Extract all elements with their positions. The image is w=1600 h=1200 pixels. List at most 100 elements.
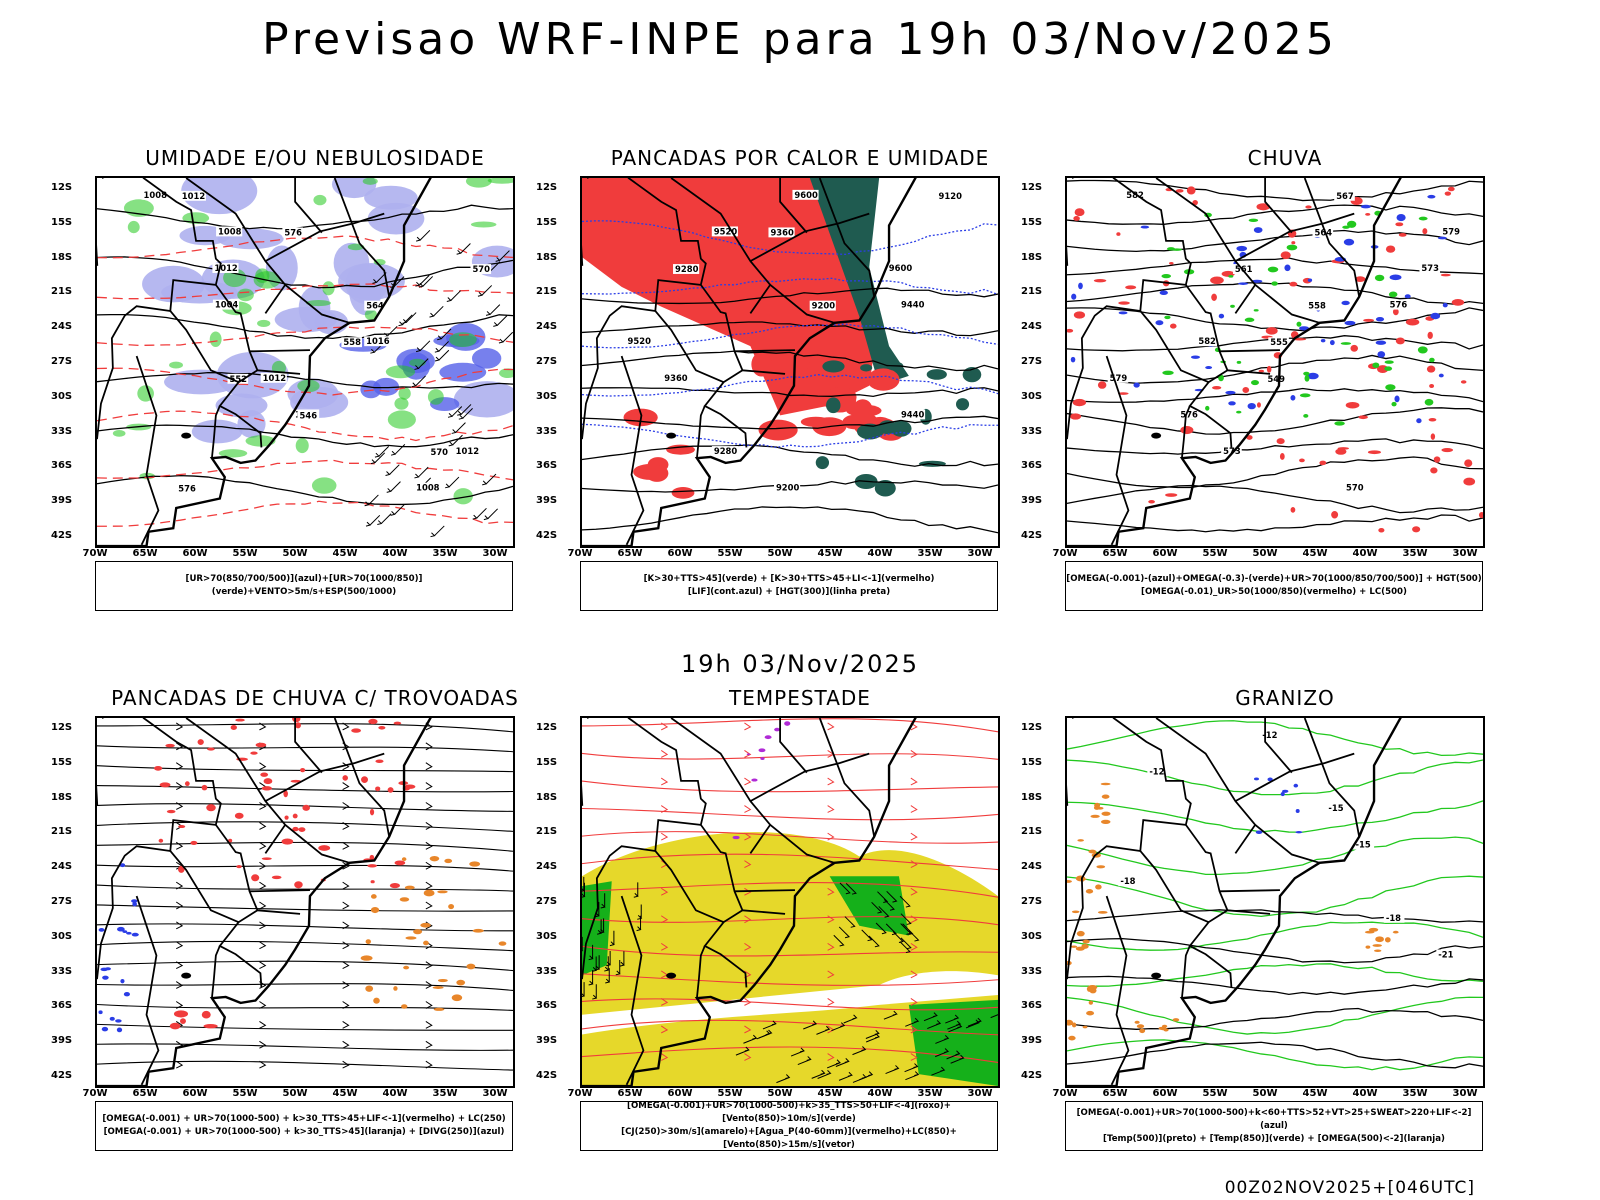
wind-vector — [904, 1063, 919, 1073]
contour-label-bg — [227, 373, 249, 384]
instability-area-teal-ocean-cell — [826, 397, 841, 414]
hgt300-contours-line — [582, 444, 998, 467]
wind-vector — [838, 926, 851, 939]
lif-contours-line — [582, 323, 998, 349]
flow-arrow — [425, 841, 433, 850]
lon-tick-label: 30W — [482, 548, 508, 559]
wind-vector — [878, 906, 890, 918]
lon-tick-label: 50W — [767, 1088, 793, 1099]
wind-vector — [965, 1019, 980, 1029]
precip-red-cell — [1350, 344, 1359, 352]
divg-blue-cell — [117, 926, 125, 932]
contour-label: 570 — [472, 264, 490, 274]
precip-red-cell — [1460, 380, 1467, 384]
moisture-area-low-cell — [364, 309, 377, 321]
omega-orange-south-cell — [1136, 1024, 1145, 1029]
omega-orange-ocean-cell — [1368, 927, 1379, 932]
omega-orange-south-cell — [1163, 1028, 1169, 1032]
flow-arrow — [827, 942, 835, 951]
border-line — [1181, 405, 1191, 459]
precip-green-cell — [1424, 398, 1434, 406]
wind-vector — [990, 1014, 998, 1019]
contour-label-bg — [1107, 372, 1129, 383]
lon-tick-label: 60W — [182, 548, 208, 559]
lat-tick-label: 42S — [1021, 1070, 1043, 1081]
omega-orange-ocean-cell — [1372, 944, 1382, 947]
wind850-vectors-south — [735, 1010, 998, 1084]
contour-label-bg — [1387, 299, 1409, 310]
panel-trovoadas: PANCADAS DE CHUVA C/ TROVOADAS 12S 15S 18S 2… — [51, 686, 555, 1186]
lat-tick-label: 15S — [51, 756, 73, 768]
precip-red-cell — [1427, 331, 1433, 340]
storm-purple-cell — [732, 835, 740, 840]
lon-tick-label: 40W — [1352, 1088, 1378, 1099]
precip-red-cell — [1074, 208, 1085, 217]
wind-vector — [429, 305, 444, 318]
lif-contours-line — [582, 373, 998, 397]
temp500-contours-line — [1067, 937, 1483, 964]
moisture-area-low-cell — [182, 212, 210, 224]
wind-vector — [472, 507, 487, 520]
precip-red-cell — [1440, 273, 1451, 277]
contour-label-bg — [899, 299, 926, 310]
wind-vector — [935, 1035, 950, 1044]
thunder-red-cell — [298, 827, 306, 832]
contour-label: 579 — [1110, 373, 1128, 383]
panel-title: GRANIZO — [1235, 686, 1335, 710]
precip-green-cell — [1230, 304, 1235, 308]
thunder-red-south-cell — [169, 1022, 181, 1030]
thickness-contours-line — [97, 326, 513, 347]
wind-vector — [902, 923, 914, 936]
contour-label-bg — [260, 372, 287, 383]
contour-label: -18 — [1386, 913, 1401, 923]
flow-arrow — [175, 722, 184, 731]
wind-vector — [852, 1046, 867, 1056]
panel-title: UMIDADE E/OU NEBULOSIDADE — [145, 146, 485, 170]
precip-green-cell — [1244, 317, 1255, 323]
lc250-streamlines-line — [97, 960, 513, 972]
omega-orange-cell — [1093, 805, 1100, 810]
precip-green-cell — [1248, 218, 1259, 223]
lat-tick-label: 18S — [51, 791, 73, 803]
precip-green-cell — [1417, 346, 1428, 354]
flow-arrow — [259, 901, 267, 910]
omega-orange-cell — [1085, 889, 1094, 894]
instability-area-red-west-cell — [633, 463, 667, 480]
wind-vector — [776, 1074, 791, 1084]
omega-orange-cell — [1100, 782, 1111, 786]
precip-red-cell — [1280, 251, 1291, 260]
instability-area-teal-ocean-cell — [822, 360, 845, 373]
thunder-orange-cell — [393, 986, 398, 991]
lon-tick-label: 50W — [1252, 548, 1278, 559]
precip-red-cell — [1210, 276, 1224, 285]
border-line — [1155, 178, 1257, 314]
lat-tick-label: 18S — [536, 251, 558, 263]
lat-tick-label: 30S — [51, 390, 73, 402]
wind-vector — [835, 1058, 850, 1067]
flow-arrow — [175, 782, 184, 790]
wind-vector — [437, 328, 452, 341]
moisture-area-low-cell — [362, 178, 378, 185]
contour-label-bg — [809, 300, 836, 311]
precip-red-cell — [1378, 527, 1385, 533]
lat-tick-label: 12S — [1021, 182, 1043, 193]
lake — [1151, 432, 1162, 439]
border-line — [284, 824, 350, 864]
wind-vector — [811, 1069, 826, 1079]
lon-tick-label: 35W — [1402, 548, 1428, 559]
lc850-streamlines — [582, 718, 998, 1063]
lon-tick-label: 60W — [667, 548, 693, 559]
moisture-area-low-cell — [218, 449, 248, 458]
moisture-area-deep-cell — [360, 380, 382, 399]
precip-blue-cell — [1284, 264, 1291, 272]
flow-arrow — [259, 841, 267, 850]
flow-arrow — [342, 1001, 350, 1009]
lon-tick-label: 65W — [617, 548, 643, 559]
precip-blue-cell — [1155, 320, 1164, 326]
border-line — [742, 909, 786, 915]
lat-tick-label: 33S — [1021, 425, 1043, 437]
lon-tick-label: 65W — [617, 1088, 643, 1099]
lon-tick-label: 50W — [282, 1088, 308, 1099]
contour-label-bg — [1312, 227, 1334, 238]
legend-line: [OMEGA(-0.001) + UR>70(1000-500) + k>30_… — [102, 1114, 506, 1124]
